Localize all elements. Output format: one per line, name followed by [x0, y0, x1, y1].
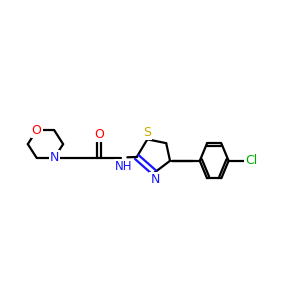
Text: N: N	[150, 173, 160, 186]
Text: N: N	[50, 152, 59, 164]
Text: O: O	[32, 124, 42, 137]
Text: S: S	[143, 126, 151, 140]
Text: NH: NH	[115, 160, 133, 173]
Text: O: O	[94, 128, 104, 141]
Text: Cl: Cl	[245, 154, 258, 167]
